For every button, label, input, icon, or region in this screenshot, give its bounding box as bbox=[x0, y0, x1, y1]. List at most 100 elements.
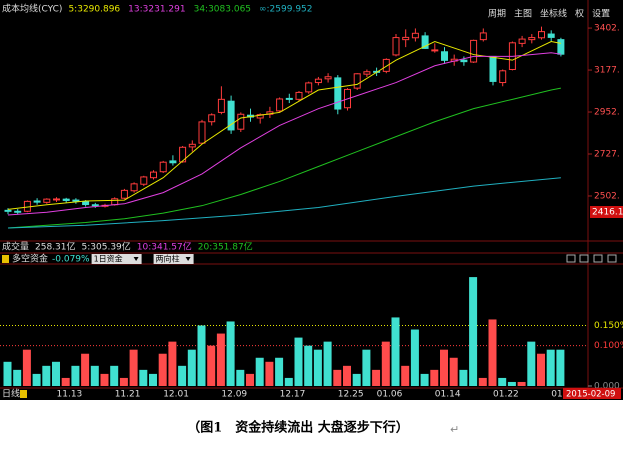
dropdown-arrow[interactable] bbox=[185, 257, 191, 261]
candle-body bbox=[43, 198, 51, 203]
bar bbox=[372, 369, 381, 386]
price-marker-box bbox=[590, 205, 623, 218]
bar bbox=[90, 365, 99, 386]
x-tick-label: 01.14 bbox=[435, 390, 461, 400]
volume-info: 258.31亿 bbox=[35, 241, 76, 253]
candle-body bbox=[431, 49, 439, 52]
candle-body bbox=[276, 98, 284, 112]
candle-body bbox=[227, 100, 235, 131]
price-marker-label: 2416.1 bbox=[592, 207, 623, 217]
y-tick-label: 0.000 bbox=[594, 382, 620, 392]
candle-body bbox=[72, 199, 80, 202]
candle-body bbox=[91, 204, 99, 207]
bar bbox=[197, 325, 206, 386]
dropdown-arrow[interactable] bbox=[133, 257, 139, 261]
candle-body bbox=[120, 189, 128, 199]
legend-entry: ∞:2599.952 bbox=[259, 5, 312, 15]
panel-button[interactable] bbox=[566, 254, 576, 263]
candle-body bbox=[130, 183, 138, 192]
chart-title: 成本均线(CYC) bbox=[2, 3, 62, 15]
bar bbox=[32, 373, 41, 386]
dropdown-label[interactable]: 1日资金 bbox=[94, 254, 123, 264]
x-tick-label: 01.22 bbox=[493, 390, 519, 400]
toolbar-button[interactable]: 设置 bbox=[592, 9, 610, 20]
candle-body bbox=[33, 200, 41, 203]
candle-body bbox=[305, 82, 313, 93]
bar bbox=[430, 369, 439, 386]
bar bbox=[42, 365, 51, 386]
bar bbox=[275, 357, 284, 386]
candle-body bbox=[62, 198, 70, 201]
date-box bbox=[563, 388, 621, 399]
toolbar-button[interactable]: 主图 bbox=[514, 8, 532, 20]
bar bbox=[178, 365, 187, 386]
toolbar-button[interactable]: 权 bbox=[575, 8, 584, 20]
terminal-background bbox=[0, 0, 623, 400]
candle-body bbox=[441, 51, 448, 61]
candle-body bbox=[14, 210, 22, 213]
x-tick-label: 11.13 bbox=[57, 390, 83, 400]
bar bbox=[3, 361, 12, 386]
legend-entry: 5:3290.896 bbox=[68, 5, 120, 15]
moving-average-line bbox=[7, 87, 561, 229]
help-icon bbox=[2, 255, 9, 263]
moving-average-line bbox=[7, 177, 561, 229]
bar bbox=[420, 373, 429, 386]
bar bbox=[81, 353, 90, 386]
candle-body bbox=[4, 209, 12, 212]
moving-average-line bbox=[7, 52, 561, 216]
candle-body bbox=[217, 98, 225, 113]
toolbar-button[interactable]: 周期 bbox=[488, 9, 506, 20]
candle-body bbox=[295, 91, 303, 100]
candle-body bbox=[411, 32, 419, 39]
bar bbox=[498, 377, 507, 386]
bar bbox=[546, 349, 555, 386]
bar bbox=[187, 349, 196, 386]
x-tick-label: 01 bbox=[551, 390, 562, 400]
bar bbox=[478, 377, 487, 386]
bar bbox=[119, 377, 128, 386]
dropdown[interactable] bbox=[91, 254, 142, 264]
candle-body bbox=[557, 39, 565, 55]
bar bbox=[304, 345, 313, 386]
bar bbox=[22, 349, 31, 386]
candle-body bbox=[363, 71, 371, 75]
candle-body bbox=[470, 39, 478, 63]
y-tick-label: 3177. bbox=[594, 66, 620, 76]
candle-body bbox=[285, 97, 293, 100]
bar bbox=[294, 337, 303, 386]
candle-body bbox=[237, 113, 245, 130]
legend-entry: 13:3231.291 bbox=[128, 5, 185, 15]
y-tick-label: 0.100% bbox=[594, 341, 623, 351]
candle-body bbox=[53, 198, 60, 201]
bar bbox=[391, 317, 400, 386]
dropdown-label[interactable]: 两向柱 bbox=[156, 254, 180, 264]
x-tick-label: 12.25 bbox=[338, 390, 364, 400]
y-tick-label: 0.150% bbox=[594, 321, 623, 331]
cursor-date: 2015-02-09 bbox=[566, 390, 615, 400]
candle-body bbox=[528, 37, 536, 41]
bar bbox=[410, 329, 419, 386]
panel-button[interactable] bbox=[607, 254, 617, 263]
x-tick-label: 11.21 bbox=[115, 390, 141, 400]
y-tick-label: 3402. bbox=[594, 24, 620, 34]
panel-button[interactable] bbox=[579, 254, 589, 263]
bar bbox=[537, 353, 545, 386]
bar bbox=[110, 365, 119, 386]
candle-body bbox=[518, 38, 526, 44]
bar bbox=[71, 365, 80, 386]
period-label: 日线 bbox=[2, 388, 20, 400]
bar bbox=[556, 349, 565, 386]
bar bbox=[129, 349, 138, 386]
candle-body bbox=[402, 36, 410, 41]
dropdown[interactable] bbox=[153, 254, 194, 264]
y-tick-label: 2502. bbox=[594, 191, 620, 201]
bar bbox=[469, 277, 478, 386]
toolbar-button[interactable]: 坐标线 bbox=[540, 8, 567, 20]
bar bbox=[226, 321, 235, 386]
bar bbox=[246, 373, 254, 386]
bar bbox=[168, 341, 177, 386]
bar bbox=[216, 333, 225, 386]
panel-button[interactable] bbox=[593, 254, 603, 263]
